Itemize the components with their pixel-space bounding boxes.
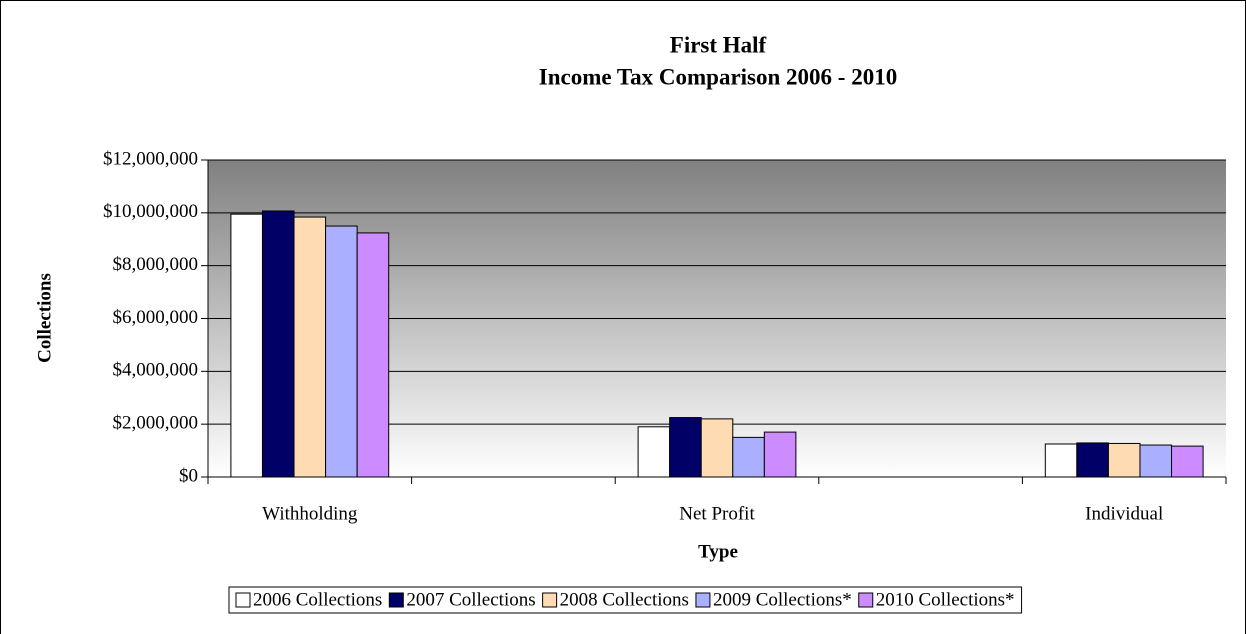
bar — [637, 426, 671, 478]
legend-label: 2010 Collections* — [876, 589, 1015, 610]
bar — [1139, 444, 1173, 478]
bar — [356, 232, 390, 478]
legend-label: 2009 Collections* — [713, 589, 852, 610]
bar — [763, 431, 797, 478]
legend-swatch — [695, 592, 711, 608]
legend-swatch — [542, 592, 558, 608]
y-axis-title: Collections — [34, 273, 55, 363]
x-tick-label: Withholding — [262, 503, 358, 524]
legend-box — [228, 586, 1023, 614]
y-tick-label: $8,000,000 — [113, 254, 199, 275]
y-tick-label: $4,000,000 — [113, 360, 199, 381]
y-tick-label: $6,000,000 — [113, 307, 199, 328]
x-axis-title: Type — [698, 541, 738, 562]
legend-swatch — [858, 592, 874, 608]
bar — [1044, 443, 1078, 478]
bar — [1107, 442, 1141, 478]
bar — [669, 417, 702, 478]
x-tick-label: Net Profit — [679, 503, 755, 524]
bar — [1076, 442, 1109, 478]
x-tick-label: Individual — [1085, 503, 1163, 524]
y-tick-label: $2,000,000 — [113, 413, 199, 434]
bar — [1171, 445, 1204, 478]
bar — [261, 210, 295, 478]
legend-label: 2008 Collections — [560, 589, 689, 610]
bar — [230, 213, 263, 478]
legend-label: 2006 Collections — [253, 589, 382, 610]
chart-title: First Half — [670, 32, 767, 57]
y-tick-label: $0 — [179, 465, 198, 486]
y-tick-label: $10,000,000 — [103, 201, 198, 222]
chart-subtitle: Income Tax Comparison 2006 - 2010 — [539, 64, 897, 89]
bar — [700, 418, 734, 478]
y-tick-label: $12,000,000 — [103, 148, 198, 169]
bar — [293, 216, 327, 478]
bar — [732, 436, 765, 478]
bar — [325, 225, 358, 478]
legend: 2006 Collections 2007 Collections 2008 Col… — [228, 586, 1023, 614]
legend-label: 2007 Collections — [406, 589, 535, 610]
legend-swatch — [388, 592, 404, 608]
legend-swatch — [235, 592, 251, 608]
